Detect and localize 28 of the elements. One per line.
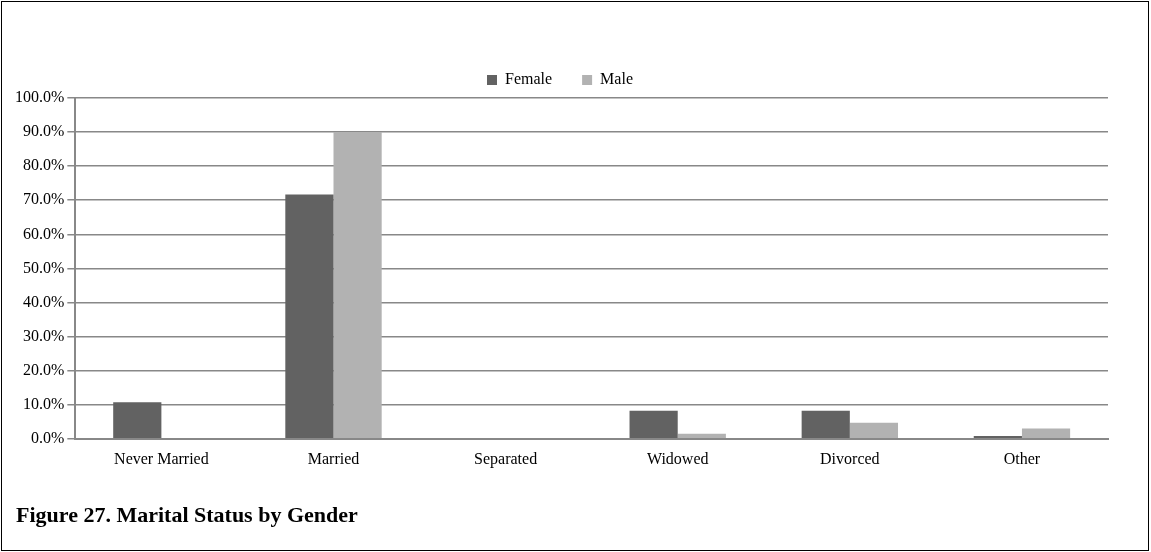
y-tick-label: 80.0% (23, 156, 65, 174)
x-tick-label: Married (307, 449, 360, 467)
text: Figure 27. Marital Status by Gender (16, 502, 358, 528)
x-tick-label: Never Married (114, 449, 209, 467)
bar (629, 410, 678, 439)
x-tick-label: Divorced (820, 449, 880, 467)
y-tick-label: 10.0% (23, 394, 65, 412)
y-tick-label: 40.0% (23, 292, 65, 310)
bar (1021, 428, 1071, 439)
x-tick-label: Other (1003, 449, 1041, 467)
x-tick-label: Separated (474, 449, 538, 468)
y-tick-label: 30.0% (23, 326, 65, 344)
y-tick-label: 90.0% (23, 122, 65, 140)
bar (285, 194, 334, 439)
bar (677, 433, 726, 439)
y-tick-label: 70.0% (23, 190, 65, 208)
y-tick-label: 0.0% (31, 429, 65, 446)
y-tick-label: 100.0% (15, 88, 65, 106)
bar (849, 422, 899, 439)
bar (801, 410, 850, 439)
bar (333, 132, 382, 439)
y-tick-label: 50.0% (23, 258, 65, 276)
legend-label: Female (505, 70, 553, 88)
y-tick-label: 60.0% (23, 224, 65, 242)
bar (113, 402, 162, 439)
x-tick-label: Widowed (646, 449, 709, 467)
y-tick-label: 20.0% (23, 360, 65, 378)
legend-label: Male (600, 70, 633, 88)
